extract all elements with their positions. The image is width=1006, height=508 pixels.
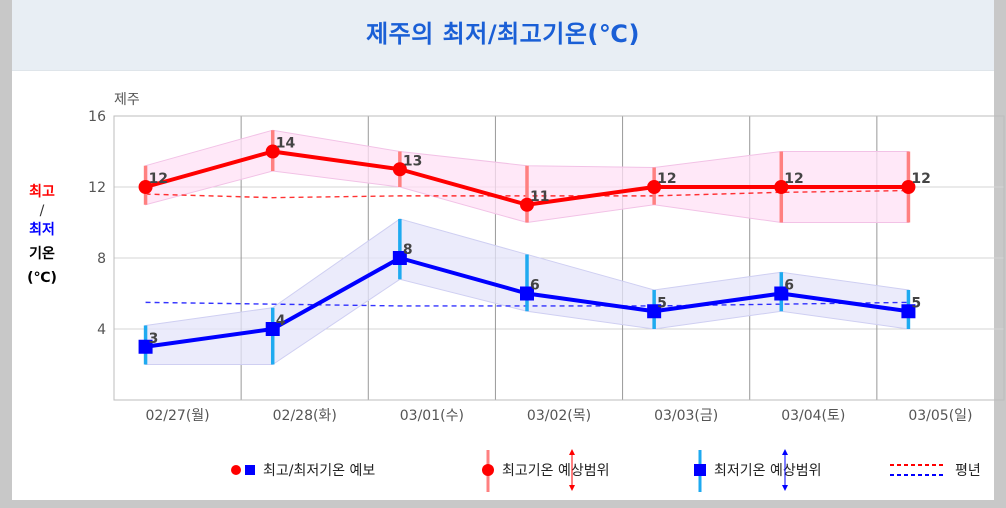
low-point-6 (901, 304, 916, 319)
high-point-4 (647, 180, 662, 194)
x-tick-label-5: 03/04(토) (781, 408, 845, 424)
series-markers (138, 144, 916, 354)
legend-high-range-circle-icon (482, 464, 494, 476)
low-data-label-4: 5 (657, 295, 667, 311)
x-tick-label-0: 02/27(월) (145, 408, 209, 424)
data-labels: 12 14 13 11 12 12 12 3 4 8 6 5 6 5 (149, 136, 931, 347)
high-point-5 (774, 180, 789, 194)
y-tick-label-8: 8 (97, 251, 106, 267)
low-point-4 (647, 304, 662, 319)
low-point-3 (520, 286, 534, 301)
y-axis-label-unit: (℃) (27, 270, 57, 286)
chart-title: 제주의 최저/최고기온(℃) (366, 20, 640, 48)
y-axis-label-rest: 기온 (29, 246, 55, 262)
legend: 최고/최저기온 예보 최고기온 예상범위 최저기온 예상범위 평년 (231, 449, 981, 492)
y-tick-label-12: 12 (88, 180, 106, 196)
legend-low-range-square-icon (694, 464, 706, 476)
x-tick-label-2: 03/01(수) (400, 408, 464, 424)
low-point-5 (774, 286, 789, 301)
legend-normal-label: 평년 (955, 463, 981, 479)
low-data-label-2: 8 (403, 242, 413, 258)
y-axis-label: 최고 / 최저 기온 (℃) (22, 180, 62, 290)
axes: 4 8 12 16 02/27(월) 02/28(화) 03/01(수) 03/02(목) 03… (88, 109, 972, 424)
y-axis-label-low: 최저 (29, 222, 55, 238)
high-data-label-5: 12 (784, 171, 803, 187)
high-point-6 (901, 180, 916, 194)
high-data-label-4: 12 (657, 171, 676, 187)
high-point-0 (138, 180, 153, 194)
low-point-1 (265, 322, 280, 336)
low-data-label-6: 5 (911, 295, 921, 311)
x-tick-label-4: 03/03(금) (654, 408, 718, 424)
y-tick-label-16: 16 (88, 109, 106, 125)
title-banner: 제주의 최저/최고기온(℃) (12, 0, 994, 71)
high-point-3 (520, 197, 534, 212)
high-data-label-6: 12 (911, 171, 930, 187)
chart-frame: 제주의 최저/최고기온(℃) 최고 / 최저 기온 (℃) (12, 0, 994, 500)
low-point-0 (138, 339, 153, 354)
low-data-label-5: 6 (784, 278, 794, 294)
legend-low-range-label: 최저기온 예상범위 (714, 463, 822, 479)
low-data-label-1: 4 (276, 313, 286, 329)
high-data-label-0: 12 (149, 171, 168, 187)
plot-border (113, 115, 1005, 401)
legend-forecast-circle-icon (231, 465, 241, 475)
x-tick-label-3: 03/02(목) (527, 408, 591, 424)
legend-forecast-label: 최고/최저기온 예보 (263, 463, 375, 479)
x-tick-label-1: 02/28(화) (273, 408, 337, 424)
x-tick-label-6: 03/05(일) (908, 408, 972, 424)
y-axis-label-sep: / (39, 203, 45, 219)
high-point-1 (265, 144, 280, 159)
low-data-label-3: 6 (530, 278, 540, 294)
y-tick-label-4: 4 (97, 322, 106, 338)
high-data-label-1: 14 (276, 136, 296, 152)
y-axis-label-high: 최고 (29, 184, 55, 200)
high-data-label-3: 11 (530, 189, 549, 205)
low-data-label-0: 3 (149, 331, 159, 347)
high-point-2 (392, 162, 407, 177)
low-point-2 (392, 251, 407, 265)
chart-subtitle: 제주 (114, 92, 140, 108)
legend-forecast-square-icon (245, 465, 255, 475)
high-data-label-2: 13 (403, 153, 422, 169)
legend-high-range-label: 최고기온 예상범위 (502, 463, 610, 479)
